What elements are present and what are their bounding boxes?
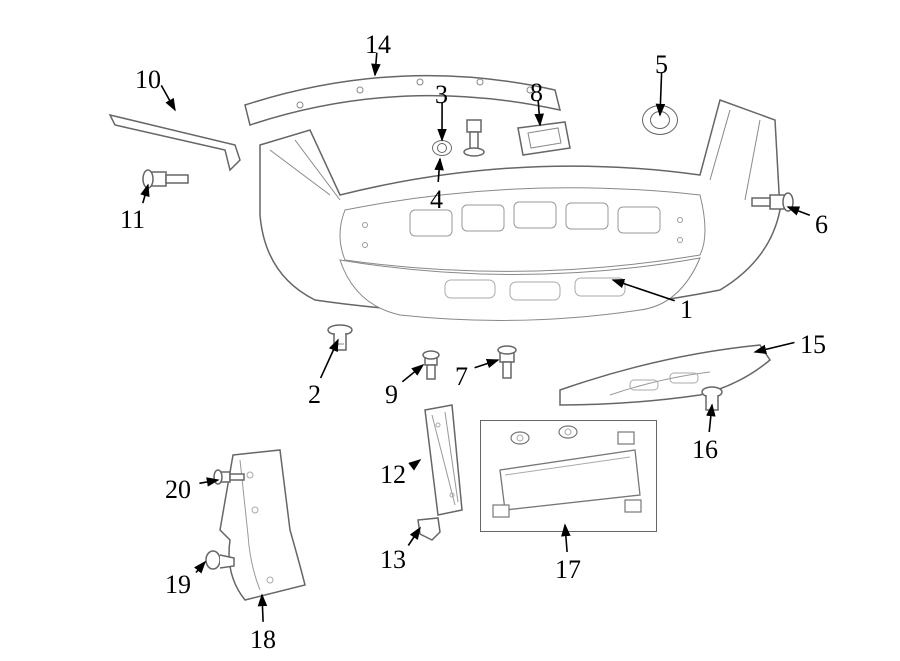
callout-label-14: 14 (365, 30, 391, 60)
trim-strip (0, 0, 900, 661)
callout-label-15: 15 (800, 330, 826, 360)
plate (0, 0, 900, 661)
bolt-11 (0, 0, 900, 661)
callout-label-3: 3 (435, 80, 448, 110)
diagram-canvas: 1234567891011121314151617181920 (0, 0, 900, 661)
grommet (642, 105, 678, 135)
callout-label-8: 8 (530, 78, 543, 108)
bolt-7 (0, 0, 900, 661)
callout-label-5: 5 (655, 50, 668, 80)
callout-label-2: 2 (308, 380, 321, 410)
callout-label-1: 1 (680, 295, 693, 325)
callout-label-18: 18 (250, 625, 276, 655)
callout-label-9: 9 (385, 380, 398, 410)
hardware-kit-contents (0, 0, 900, 661)
callout-label-19: 19 (165, 570, 191, 600)
callout-label-12: 12 (380, 460, 406, 490)
callout-arrows (0, 0, 900, 661)
reinforcement-bar (0, 0, 900, 661)
callout-label-10: 10 (135, 65, 161, 95)
callout-label-6: 6 (815, 210, 828, 240)
callout-label-16: 16 (692, 435, 718, 465)
mud-guard (0, 0, 900, 661)
callout-label-20: 20 (165, 475, 191, 505)
callout-label-7: 7 (455, 362, 468, 392)
side-extension (0, 0, 900, 661)
bumper-cover (0, 0, 900, 661)
callout-label-4: 4 (430, 185, 443, 215)
bolt-9 (0, 0, 900, 661)
bolt-4 (0, 0, 900, 661)
callout-label-11: 11 (120, 205, 145, 235)
rivet-19 (0, 0, 900, 661)
callout-label-13: 13 (380, 545, 406, 575)
clip-2 (0, 0, 900, 661)
clip-13 (0, 0, 900, 661)
push-clip (0, 0, 900, 661)
bracket-left (0, 0, 900, 661)
nut (432, 140, 452, 156)
screw-20 (0, 0, 900, 661)
hardware-kit-box (480, 420, 657, 532)
callout-label-17: 17 (555, 555, 581, 585)
bolt-6 (0, 0, 900, 661)
